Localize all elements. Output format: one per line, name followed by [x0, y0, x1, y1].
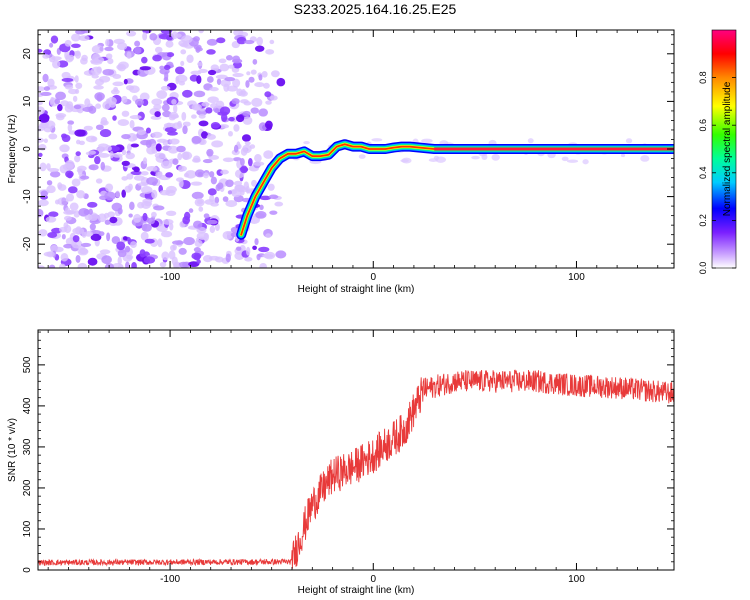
- snr-panel: -100 0 100 0 100 200 300 400 500 Height of stra…: [7, 329, 675, 596]
- colorbar: 0.0 0.2 0.4 0.6 0.8 Normalized spectral ampl…: [698, 29, 737, 274]
- snr-line: [38, 369, 674, 569]
- y-tick-label: 200: [22, 479, 33, 496]
- colorbar-gradient: [711, 29, 737, 269]
- x-tick-label: 100: [568, 574, 585, 585]
- top-x-axis-label: Height of straight line (km): [298, 284, 415, 295]
- y-tick-label: 0: [22, 146, 33, 152]
- y-tick-label: 20: [22, 48, 33, 60]
- bottom-x-axis: -100 0 100: [47, 330, 659, 585]
- colorbar-tick-label: 0.4: [698, 167, 708, 180]
- colorbar-tick-label: 0.8: [698, 71, 708, 84]
- colorbar-tick-label: 0.6: [698, 119, 708, 132]
- page-title: S233.2025.164.16.25.E25: [293, 1, 457, 17]
- x-tick-label: 0: [370, 272, 376, 283]
- x-tick-label: -100: [160, 272, 180, 283]
- y-tick-label: 10: [22, 95, 33, 107]
- y-tick-label: 500: [22, 356, 33, 373]
- top-y-axis-label: Frequency (Hz): [7, 115, 18, 184]
- y-tick-label: -20: [22, 237, 33, 252]
- x-tick-label: -100: [160, 574, 180, 585]
- x-tick-label: 0: [370, 574, 376, 585]
- ridge-layer: [236, 139, 674, 240]
- colorbar-tick-label: 0.2: [698, 214, 708, 227]
- x-tick-label: 100: [568, 272, 585, 283]
- colorbar-axis: 0.0 0.2 0.4 0.6 0.8: [698, 71, 736, 274]
- frequency-ridge: [236, 139, 674, 240]
- bottom-y-axis: 0 100 200 300 400 500: [22, 331, 674, 573]
- bottom-x-axis-label: Height of straight line (km): [298, 585, 415, 596]
- y-tick-label: 100: [22, 520, 33, 537]
- snr-series: [38, 369, 674, 569]
- colorbar-label: Normalized spectral amplitude: [722, 81, 733, 216]
- top-y-axis: -20 -10 0 10 20: [22, 34, 674, 264]
- ridge-layer: [240, 143, 674, 236]
- top-x-axis: -100 0 100: [47, 30, 659, 283]
- y-tick-label: 400: [22, 397, 33, 414]
- bottom-y-axis-label: SNR (10 * v/v): [7, 418, 18, 482]
- y-tick-label: 300: [22, 438, 33, 455]
- y-tick-label: 0: [22, 567, 33, 573]
- bottom-plot-frame: [37, 329, 675, 571]
- y-tick-label: -10: [22, 189, 33, 204]
- colorbar-tick-label: 0.0: [698, 262, 708, 275]
